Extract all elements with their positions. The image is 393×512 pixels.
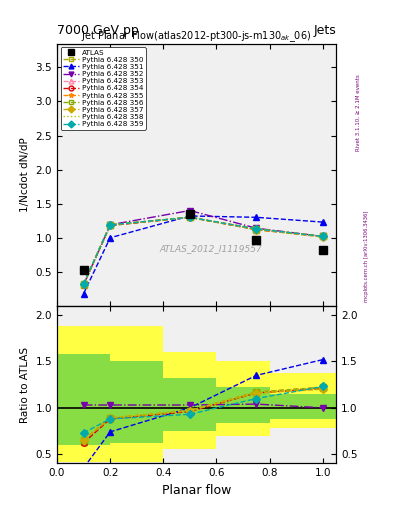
Pythia 6.428 355 <box>81 281 86 287</box>
Pythia 6.428 358 <box>187 214 192 220</box>
Line: Pythia 6.428 350: Pythia 6.428 350 <box>81 215 325 288</box>
Pythia 6.428 357 <box>108 222 112 228</box>
Text: 7000 GeV pp: 7000 GeV pp <box>57 24 139 37</box>
Pythia 6.428 355 <box>108 222 112 228</box>
Pythia 6.428 351 <box>187 213 192 219</box>
Line: Pythia 6.428 351: Pythia 6.428 351 <box>81 213 325 296</box>
Pythia 6.428 353 <box>187 214 192 220</box>
Pythia 6.428 352 <box>187 207 192 214</box>
Text: ATLAS_2012_I1119557: ATLAS_2012_I1119557 <box>159 244 262 253</box>
Line: Pythia 6.428 358: Pythia 6.428 358 <box>84 217 323 284</box>
Title: Jet Planar Flow(atlas2012-pt300-js-m130$_{ak}$_06): Jet Planar Flow(atlas2012-pt300-js-m130$… <box>81 29 312 44</box>
Line: Pythia 6.428 357: Pythia 6.428 357 <box>81 215 325 287</box>
Pythia 6.428 359 <box>81 281 86 287</box>
Line: Pythia 6.428 352: Pythia 6.428 352 <box>81 208 325 288</box>
Legend: ATLAS, Pythia 6.428 350, Pythia 6.428 351, Pythia 6.428 352, Pythia 6.428 353, P: ATLAS, Pythia 6.428 350, Pythia 6.428 35… <box>61 47 146 130</box>
Line: Pythia 6.428 359: Pythia 6.428 359 <box>81 215 325 287</box>
Pythia 6.428 356 <box>320 233 325 240</box>
Y-axis label: 1/Ncdot dN/dP: 1/Ncdot dN/dP <box>20 137 30 212</box>
Pythia 6.428 357 <box>320 234 325 240</box>
ATLAS <box>187 211 192 217</box>
Text: mcplots.cern.ch [arXiv:1306.3436]: mcplots.cern.ch [arXiv:1306.3436] <box>364 210 369 302</box>
Pythia 6.428 352 <box>320 233 325 240</box>
Pythia 6.428 350 <box>81 282 86 288</box>
Pythia 6.428 359 <box>108 222 112 228</box>
Line: Pythia 6.428 354: Pythia 6.428 354 <box>81 215 325 288</box>
Pythia 6.428 354 <box>254 226 259 232</box>
Pythia 6.428 356 <box>187 214 192 220</box>
Pythia 6.428 355 <box>254 226 259 232</box>
Pythia 6.428 352 <box>81 282 86 288</box>
Pythia 6.428 353 <box>254 226 259 232</box>
Pythia 6.428 352 <box>108 222 112 228</box>
Pythia 6.428 358 <box>254 226 259 232</box>
Line: ATLAS: ATLAS <box>79 210 327 274</box>
Pythia 6.428 359 <box>320 233 325 240</box>
Pythia 6.428 357 <box>187 214 192 220</box>
Pythia 6.428 350 <box>320 233 325 240</box>
Pythia 6.428 358 <box>81 281 86 287</box>
Pythia 6.428 353 <box>108 222 112 228</box>
Pythia 6.428 352 <box>254 225 259 231</box>
Pythia 6.428 354 <box>187 214 192 220</box>
ATLAS <box>254 237 259 243</box>
Pythia 6.428 351 <box>108 234 112 241</box>
Pythia 6.428 353 <box>320 233 325 240</box>
ATLAS <box>320 247 325 253</box>
Pythia 6.428 351 <box>320 219 325 225</box>
Pythia 6.428 359 <box>254 226 259 232</box>
X-axis label: Planar flow: Planar flow <box>162 484 231 497</box>
Pythia 6.428 351 <box>81 291 86 297</box>
Pythia 6.428 355 <box>187 214 192 220</box>
Pythia 6.428 354 <box>320 233 325 240</box>
Pythia 6.428 351 <box>254 214 259 220</box>
Line: Pythia 6.428 353: Pythia 6.428 353 <box>81 215 325 287</box>
Pythia 6.428 354 <box>108 222 112 228</box>
Pythia 6.428 357 <box>81 281 86 287</box>
Pythia 6.428 356 <box>108 222 112 228</box>
Pythia 6.428 355 <box>320 233 325 240</box>
Text: Rivet 3.1.10, ≥ 2.1M events: Rivet 3.1.10, ≥ 2.1M events <box>356 74 361 151</box>
Pythia 6.428 354 <box>81 282 86 288</box>
Text: Jets: Jets <box>313 24 336 37</box>
Pythia 6.428 358 <box>320 233 325 240</box>
Pythia 6.428 350 <box>254 226 259 232</box>
Pythia 6.428 357 <box>254 226 259 232</box>
Y-axis label: Ratio to ATLAS: Ratio to ATLAS <box>20 347 30 423</box>
Pythia 6.428 359 <box>187 214 192 220</box>
Pythia 6.428 353 <box>81 281 86 287</box>
ATLAS <box>81 267 86 273</box>
Pythia 6.428 358 <box>108 222 112 228</box>
Pythia 6.428 356 <box>81 281 86 287</box>
Pythia 6.428 350 <box>187 214 192 220</box>
Pythia 6.428 356 <box>254 226 259 232</box>
Pythia 6.428 350 <box>108 222 112 228</box>
Line: Pythia 6.428 355: Pythia 6.428 355 <box>81 215 325 287</box>
Line: Pythia 6.428 356: Pythia 6.428 356 <box>81 215 325 287</box>
